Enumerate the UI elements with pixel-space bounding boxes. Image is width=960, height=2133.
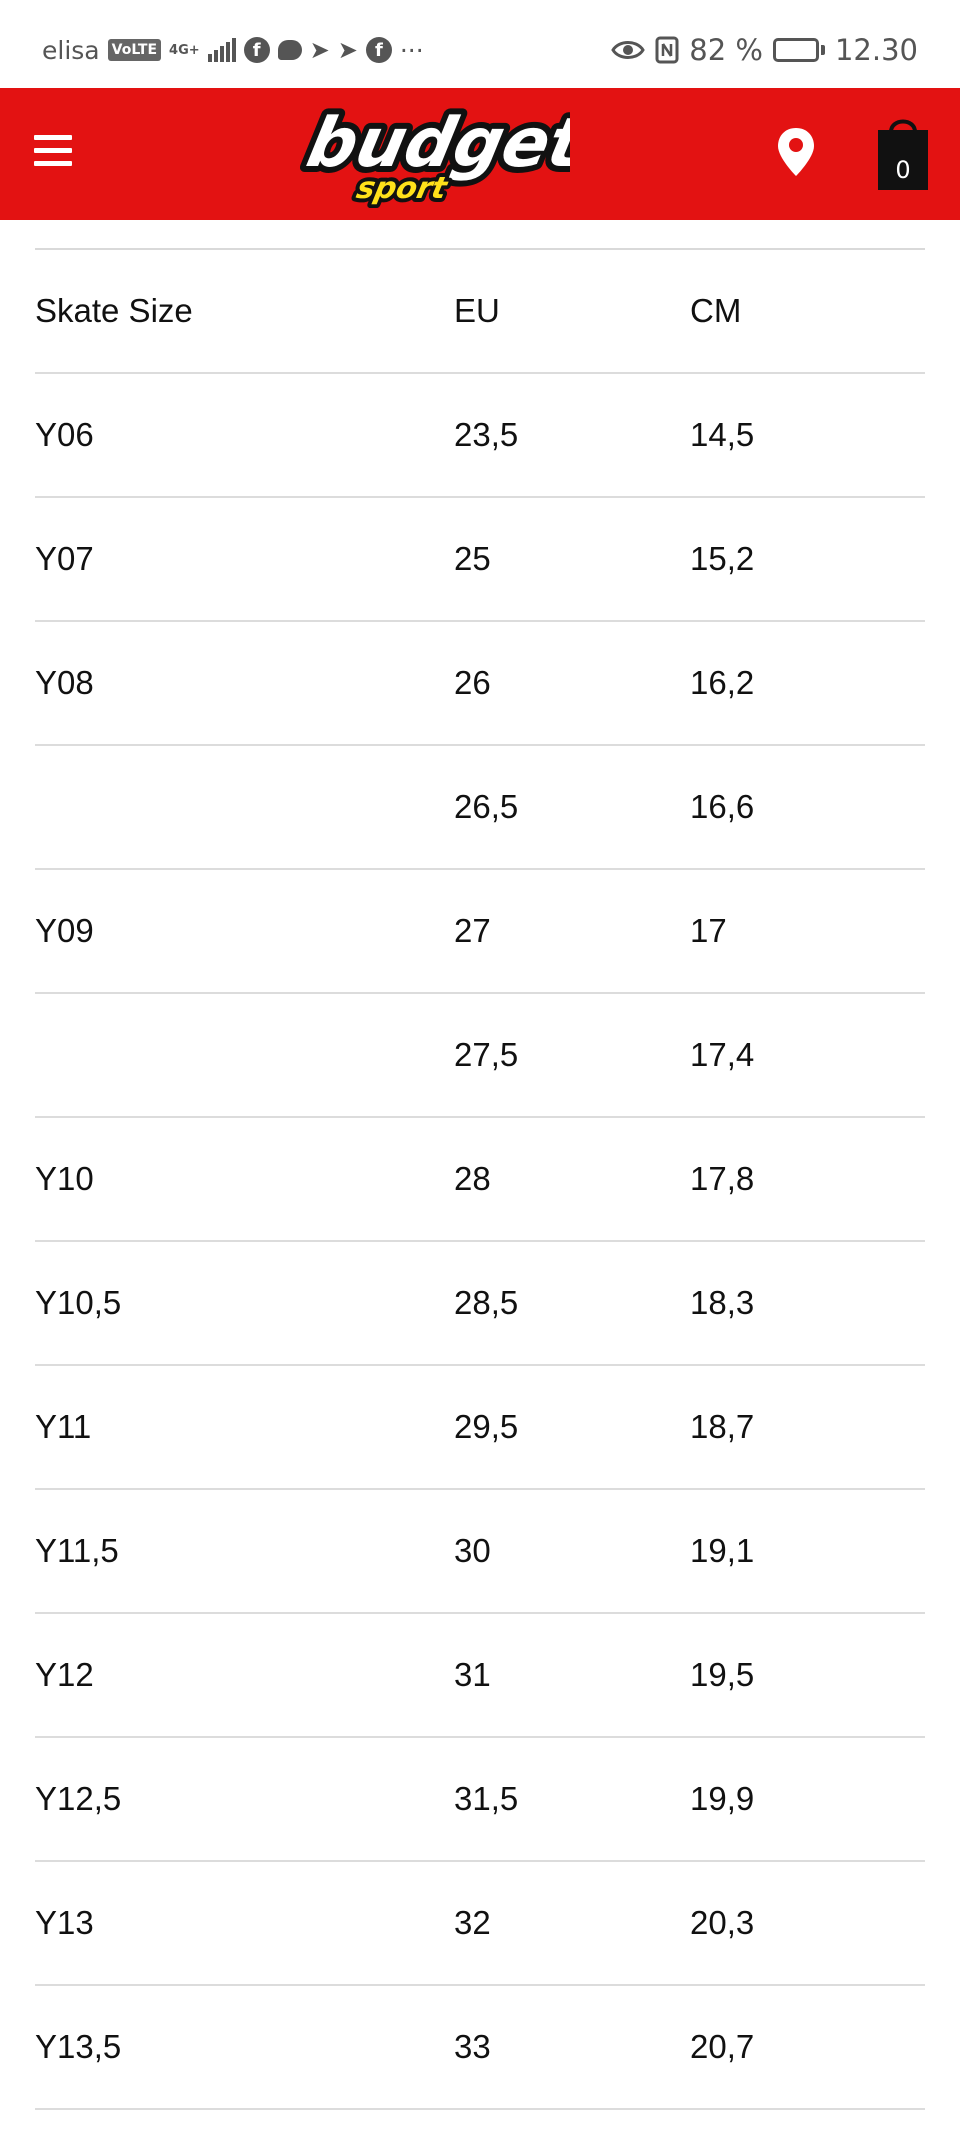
cell-eu: 31	[454, 1656, 491, 1693]
table-row: Y10,5 28,5 18,3	[35, 1242, 925, 1366]
cell-skate-size: Y11,5	[35, 1532, 119, 1569]
site-header: budget budget sport sport 0	[0, 88, 960, 220]
cell-cm: 17,4	[690, 1036, 755, 1073]
status-bar-left: elisa VoLTE 4G+ f ➤ ➤ f ···	[42, 30, 424, 70]
cell-eu: 26,5	[454, 788, 519, 825]
cell-cm: 18,3	[690, 1284, 755, 1321]
svg-text:sport: sport	[353, 171, 451, 206]
table-body: Y06 23,5 14,5 Y07 25 15,2 Y08 26 16,2 26,5 16,6 Y09…	[35, 374, 925, 2110]
table-row: 26,5 16,6	[35, 746, 925, 870]
cell-skate-size: Y10,5	[35, 1284, 122, 1321]
battery-icon	[772, 38, 825, 62]
send-icon: ➤	[337, 36, 358, 64]
eye-icon	[611, 41, 646, 59]
cell-cm: 20,3	[690, 1904, 755, 1941]
facebook-icon: f	[243, 37, 270, 63]
svg-text:budget: budget	[300, 104, 570, 183]
battery-percent: 82 %	[689, 33, 763, 67]
cell-eu: 27	[454, 912, 491, 949]
table-row: Y08 26 16,2	[35, 622, 925, 746]
send-icon: ➤	[309, 36, 330, 64]
cell-eu: 33	[454, 2028, 491, 2065]
cell-cm: 16,2	[690, 664, 755, 701]
carrier-name: elisa	[42, 35, 100, 65]
cell-cm: 14,5	[690, 416, 755, 453]
cell-skate-size: Y09	[35, 912, 94, 949]
cell-eu: 26	[454, 664, 491, 701]
status-bar: elisa VoLTE 4G+ f ➤ ➤ f ··· 82 % 12.30	[0, 0, 960, 88]
cell-skate-size: Y12,5	[35, 1780, 122, 1817]
svg-text:sport: sport	[353, 171, 451, 206]
table-top-divider	[35, 248, 925, 250]
cell-eu: 31,5	[454, 1780, 519, 1817]
cell-cm: 18,7	[690, 1408, 755, 1445]
cell-cm: 19,1	[690, 1532, 755, 1569]
budget-sport-logo[interactable]: budget budget sport sport	[290, 100, 570, 208]
cell-skate-size: Y13	[35, 1904, 94, 1941]
column-header-eu: EU	[454, 291, 500, 329]
cell-cm: 19,5	[690, 1656, 755, 1693]
shopping-bag-icon	[878, 119, 928, 190]
cell-skate-size: Y12	[35, 1656, 94, 1693]
menu-icon[interactable]	[34, 135, 72, 171]
cell-eu: 30	[454, 1532, 491, 1569]
table-row: Y07 25 15,2	[35, 498, 925, 622]
cell-eu: 27,5	[454, 1036, 519, 1073]
table-row: Y13,5 33 20,7	[35, 1986, 925, 2110]
table-row: Y11,5 30 19,1	[35, 1490, 925, 1614]
cell-skate-size: Y13,5	[35, 2028, 122, 2065]
signal-icon	[207, 38, 236, 62]
table-row: 27,5 17,4	[35, 994, 925, 1118]
facebook-icon: f	[365, 37, 392, 63]
size-chart-table: Skate Size EU CM Y06 23,5 14,5 Y07 25 15,2 Y08…	[35, 249, 925, 2110]
table-row: Y10 28 17,8	[35, 1118, 925, 1242]
table-row: Y13 32 20,3	[35, 1862, 925, 1986]
cell-eu: 32	[454, 1904, 491, 1941]
nfc-icon	[655, 36, 679, 64]
cell-skate-size: Y07	[35, 540, 94, 577]
cell-eu: 28	[454, 1160, 491, 1197]
cell-eu: 23,5	[454, 416, 519, 453]
table-row: Y12,5 31,5 19,9	[35, 1738, 925, 1862]
table-row: Y11 29,5 18,7	[35, 1366, 925, 1490]
network-type: 4G+	[169, 42, 200, 58]
cell-skate-size: Y08	[35, 664, 94, 701]
status-bar-right: 82 % 12.30	[611, 30, 918, 70]
cell-skate-size: Y10	[35, 1160, 94, 1197]
clock: 12.30	[834, 33, 918, 67]
column-header-cm: CM	[690, 291, 742, 329]
cart-count: 0	[895, 156, 911, 184]
cell-cm: 17,8	[690, 1160, 755, 1197]
cell-eu: 29,5	[454, 1408, 519, 1445]
location-pin-icon[interactable]	[776, 126, 816, 178]
messenger-icon	[277, 40, 302, 60]
shopping-bag-button[interactable]: 0	[877, 112, 929, 192]
cell-eu: 25	[454, 540, 491, 577]
cell-cm: 15,2	[690, 540, 755, 577]
table-header-row: Skate Size EU CM	[35, 249, 925, 374]
more-notifications-icon: ···	[399, 35, 424, 65]
cell-cm: 16,6	[690, 788, 755, 825]
cell-eu: 28,5	[454, 1284, 519, 1321]
cell-skate-size: Y11	[35, 1408, 92, 1445]
cell-skate-size: Y06	[35, 416, 94, 453]
cell-cm: 20,7	[690, 2028, 755, 2065]
svg-text:budget: budget	[300, 104, 570, 183]
cell-cm: 19,9	[690, 1780, 755, 1817]
table-row: Y06 23,5 14,5	[35, 374, 925, 498]
column-header-skate-size: Skate Size	[35, 291, 193, 329]
table-row: Y09 27 17	[35, 870, 925, 994]
volte-badge: VoLTE	[107, 39, 162, 61]
table-row: Y12 31 19,5	[35, 1614, 925, 1738]
cell-cm: 17	[690, 912, 727, 949]
